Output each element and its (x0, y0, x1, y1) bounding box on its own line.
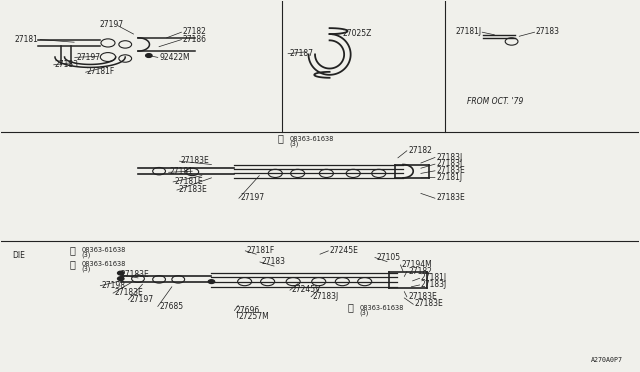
Text: 27183E: 27183E (436, 193, 465, 202)
Text: 27696: 27696 (236, 306, 260, 315)
Text: (3): (3) (81, 266, 90, 272)
Text: 27183E: 27183E (180, 156, 209, 165)
Text: (3): (3) (360, 310, 369, 316)
Text: Ⓢ: Ⓢ (69, 245, 75, 255)
Text: Ⓢ: Ⓢ (69, 259, 75, 269)
Text: 27183E: 27183E (121, 270, 150, 279)
Text: 27183J: 27183J (312, 292, 339, 301)
Circle shape (118, 271, 124, 275)
Text: 27181F: 27181F (87, 67, 115, 76)
Text: 27197: 27197 (76, 52, 100, 61)
Text: 27198: 27198 (102, 281, 125, 290)
Text: 92422M: 92422M (159, 52, 189, 61)
Text: 08363-61638: 08363-61638 (81, 247, 125, 253)
Text: 27181J: 27181J (436, 173, 462, 182)
Text: 27186: 27186 (182, 35, 207, 44)
Text: 27183J: 27183J (436, 159, 463, 168)
Text: 27183E: 27183E (115, 288, 143, 297)
Text: 27181: 27181 (15, 35, 38, 44)
Text: 27197: 27197 (240, 193, 264, 202)
Text: 27183: 27183 (536, 27, 560, 36)
Text: 08363-61638: 08363-61638 (360, 305, 404, 311)
Circle shape (118, 277, 124, 280)
Text: 27257M: 27257M (238, 312, 269, 321)
Text: 27183E: 27183E (436, 166, 465, 175)
Text: 27245E: 27245E (330, 246, 358, 255)
Text: 27183E: 27183E (415, 299, 444, 308)
Text: 27181: 27181 (170, 167, 194, 176)
Circle shape (146, 54, 152, 57)
Text: 27197: 27197 (130, 295, 154, 304)
Text: 27197: 27197 (100, 20, 124, 29)
Text: 27194M: 27194M (402, 260, 433, 269)
Text: 27183: 27183 (55, 60, 79, 69)
Text: 27182: 27182 (408, 146, 432, 155)
Text: 08363-61638: 08363-61638 (81, 261, 125, 267)
Text: A270A0P7: A270A0P7 (591, 357, 623, 363)
Text: 27181F: 27181F (246, 246, 275, 255)
Text: 08363-61638: 08363-61638 (289, 135, 333, 142)
Text: 27181J: 27181J (456, 27, 481, 36)
Text: (3): (3) (81, 252, 90, 258)
Text: 27181E: 27181E (174, 177, 203, 186)
Text: 27182: 27182 (182, 27, 207, 36)
Text: 27183J: 27183J (436, 153, 463, 161)
Text: 27105: 27105 (376, 253, 401, 262)
Text: 27183: 27183 (261, 257, 285, 266)
Text: 27183E: 27183E (408, 292, 437, 301)
Text: DIE: DIE (12, 251, 25, 260)
Text: 27187: 27187 (289, 49, 314, 58)
Text: 27025Z: 27025Z (342, 29, 372, 38)
Text: 27182: 27182 (408, 267, 432, 276)
Circle shape (208, 280, 214, 283)
Text: 27245V: 27245V (291, 285, 321, 294)
Text: Ⓢ: Ⓢ (278, 134, 284, 144)
Text: 27183J: 27183J (421, 280, 447, 289)
Text: 27685: 27685 (159, 302, 183, 311)
Text: 27183E: 27183E (178, 185, 207, 194)
Text: Ⓢ: Ⓢ (348, 302, 353, 312)
Text: FROM OCT. '79: FROM OCT. '79 (467, 97, 524, 106)
Text: (3): (3) (289, 141, 299, 147)
Text: 27181J: 27181J (421, 273, 447, 282)
